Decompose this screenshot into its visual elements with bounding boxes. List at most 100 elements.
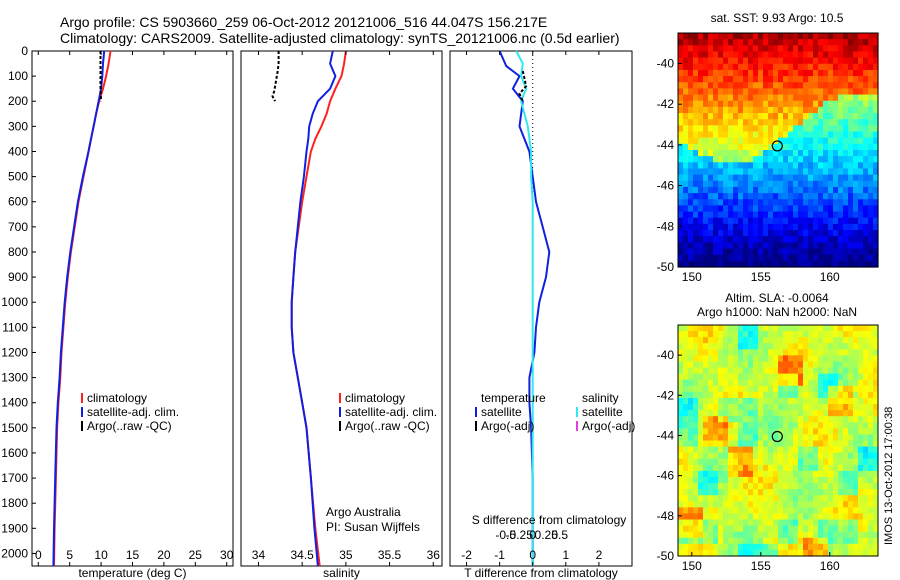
sla-map-cell bbox=[868, 416, 874, 423]
sst-map-cell bbox=[713, 51, 719, 59]
sla-map-cell bbox=[863, 373, 869, 381]
sst-map-cell bbox=[713, 254, 719, 262]
sst-map-cell bbox=[873, 137, 879, 145]
sst-map-cell bbox=[793, 150, 799, 157]
sla-map-cell bbox=[778, 416, 784, 423]
sst-map-cell bbox=[733, 260, 739, 268]
sla-map-cell bbox=[693, 416, 699, 423]
sla-map-cell bbox=[748, 337, 754, 344]
sst-map-cell bbox=[713, 131, 719, 139]
sst-map-cell bbox=[798, 113, 804, 120]
sla-map-cell bbox=[873, 337, 879, 344]
sst-map-cell bbox=[758, 125, 764, 133]
sla-map-cell bbox=[718, 458, 724, 466]
sla-map-cell bbox=[738, 428, 744, 436]
sla-map-cell bbox=[778, 543, 784, 551]
sst-map-cell bbox=[863, 137, 869, 145]
sst-map-cell bbox=[718, 100, 724, 108]
sst-map-cell bbox=[723, 94, 729, 102]
sst-map-cell bbox=[843, 168, 849, 176]
sla-map-cell bbox=[798, 434, 804, 442]
sla-map-cell bbox=[783, 343, 789, 350]
sla-map-cell bbox=[823, 549, 829, 557]
sla-map-cell bbox=[698, 507, 704, 515]
sst-map-cell bbox=[818, 100, 824, 108]
sst-map-cell bbox=[818, 193, 824, 200]
sla-map-cell bbox=[678, 458, 684, 466]
sst-map-cell bbox=[758, 94, 764, 102]
sla-map-cell bbox=[783, 422, 789, 429]
sst-map-cell bbox=[833, 100, 839, 108]
sla-map-cell bbox=[838, 397, 844, 405]
sst-map-cell bbox=[833, 193, 839, 200]
sst-map-cell bbox=[788, 230, 794, 237]
sla-map-cell bbox=[708, 525, 714, 533]
sla-map-cell bbox=[808, 525, 814, 533]
sla-map-cell bbox=[848, 525, 854, 533]
sla-map-cell bbox=[838, 416, 844, 423]
sla-map-cell bbox=[858, 428, 864, 436]
sst-map-cell bbox=[718, 45, 724, 53]
sst-map-cell bbox=[828, 223, 834, 231]
sst-map-cell bbox=[683, 143, 689, 151]
sla-map-cell bbox=[863, 489, 869, 496]
sst-map-cell bbox=[763, 125, 769, 133]
sst-map-cell bbox=[678, 260, 684, 268]
sst-map-cell bbox=[788, 186, 794, 194]
sla-map-cell bbox=[748, 422, 754, 429]
sst-map-cell bbox=[693, 174, 699, 182]
sla-map-cell bbox=[738, 476, 744, 484]
sst-map-cell bbox=[713, 82, 719, 90]
sst-map-cell bbox=[763, 223, 769, 231]
sla-map-cell bbox=[718, 367, 724, 375]
sla-map-cell bbox=[773, 476, 779, 484]
sst-map-cell bbox=[798, 174, 804, 182]
sla-map-cell bbox=[783, 495, 789, 502]
sla-map-cell bbox=[733, 422, 739, 429]
sst-map-cell bbox=[788, 100, 794, 108]
sst-map-cell bbox=[728, 106, 734, 114]
sst-map-cell bbox=[838, 51, 844, 59]
sst-map-cell bbox=[693, 260, 699, 268]
sla-map-cell bbox=[873, 367, 879, 375]
sla-map-cell bbox=[788, 434, 794, 442]
sst-map-cell bbox=[843, 230, 849, 237]
sla-map-cell bbox=[778, 489, 784, 496]
sst-map-cell bbox=[808, 57, 814, 65]
sla-map-cell bbox=[688, 495, 694, 502]
depth-tick-label: 700 bbox=[8, 220, 28, 234]
sst-map-cell bbox=[778, 94, 784, 102]
sst-map-cell bbox=[728, 100, 734, 108]
sst-map-lon-tick-label: 155 bbox=[751, 270, 771, 284]
sst-map-cell bbox=[848, 205, 854, 213]
sst-map-cell bbox=[738, 45, 744, 53]
sst-map-cell bbox=[798, 45, 804, 53]
sla-map-cell bbox=[718, 391, 724, 399]
sla-map-cell bbox=[848, 397, 854, 405]
sla-map-cell bbox=[733, 428, 739, 436]
sla-map-cell bbox=[698, 331, 704, 338]
sla-map-cell bbox=[873, 543, 879, 551]
sla-map-cell bbox=[848, 337, 854, 344]
sla-map-cell bbox=[803, 331, 809, 338]
sla-map-cell bbox=[843, 452, 849, 460]
sst-map-cell bbox=[718, 88, 724, 96]
sst-map-cell bbox=[873, 156, 879, 163]
sla-map-cell bbox=[813, 337, 819, 344]
sst-map-cell bbox=[753, 162, 759, 170]
sst-map-cell bbox=[753, 193, 759, 200]
sla-map-cell bbox=[843, 470, 849, 478]
sst-map-cell bbox=[833, 76, 839, 83]
sla-map-cell bbox=[793, 331, 799, 338]
sla-map-cell bbox=[813, 373, 819, 381]
sst-map-cell bbox=[873, 82, 879, 90]
sla-map-cell bbox=[793, 367, 799, 375]
sla-map-cell bbox=[703, 483, 709, 490]
sla-map-cell bbox=[698, 519, 704, 527]
sla-map-cell bbox=[743, 373, 749, 381]
sst-map-cell bbox=[833, 45, 839, 53]
sst-map-cell bbox=[678, 254, 684, 262]
sst-map-cell bbox=[838, 100, 844, 108]
sla-map-cell bbox=[788, 367, 794, 375]
sla-map-cell bbox=[698, 343, 704, 350]
